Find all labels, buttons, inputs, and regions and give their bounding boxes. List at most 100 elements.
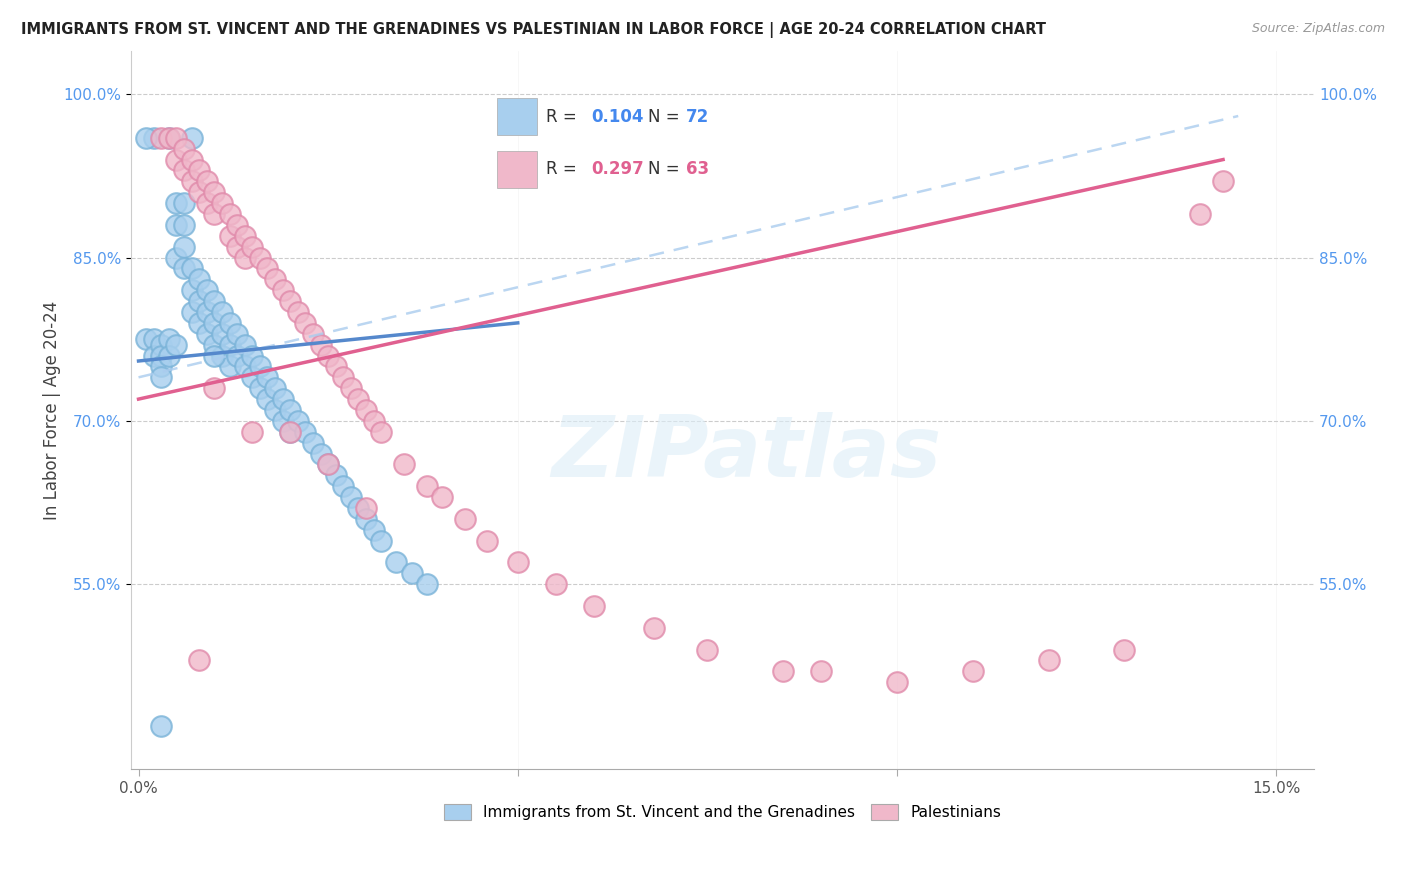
- Point: [416, 479, 439, 493]
- Legend: Immigrants from St. Vincent and the Grenadines, Palestinians: Immigrants from St. Vincent and the Gren…: [437, 798, 1008, 826]
- Point: [325, 359, 347, 374]
- Point: [226, 240, 249, 254]
- Point: [142, 349, 165, 363]
- Point: [218, 316, 240, 330]
- Point: [278, 425, 301, 439]
- Point: [195, 196, 218, 211]
- Point: [202, 381, 225, 395]
- Point: [202, 294, 225, 309]
- Text: Source: ZipAtlas.com: Source: ZipAtlas.com: [1251, 22, 1385, 36]
- Point: [643, 621, 665, 635]
- Point: [180, 261, 202, 276]
- Point: [188, 163, 211, 178]
- Point: [218, 207, 240, 221]
- Point: [150, 349, 173, 363]
- Point: [180, 305, 202, 319]
- Point: [180, 153, 202, 167]
- Point: [249, 381, 271, 395]
- Point: [271, 414, 294, 428]
- Point: [166, 196, 188, 211]
- Point: [240, 349, 263, 363]
- Point: [582, 599, 605, 613]
- Point: [385, 556, 408, 570]
- Point: [188, 294, 211, 309]
- Y-axis label: In Labor Force | Age 20-24: In Labor Force | Age 20-24: [44, 301, 60, 520]
- Point: [370, 425, 392, 439]
- Point: [264, 272, 287, 286]
- Point: [256, 370, 278, 384]
- Point: [157, 130, 180, 145]
- Point: [278, 403, 301, 417]
- Point: [211, 305, 233, 319]
- Point: [287, 305, 309, 319]
- Point: [1038, 653, 1060, 667]
- Point: [249, 251, 271, 265]
- Point: [354, 500, 377, 515]
- Point: [195, 283, 218, 297]
- Point: [696, 642, 718, 657]
- Point: [195, 174, 218, 188]
- Point: [142, 332, 165, 346]
- Point: [173, 240, 195, 254]
- Point: [316, 458, 339, 472]
- Point: [226, 218, 249, 232]
- Point: [218, 337, 240, 351]
- Point: [302, 435, 325, 450]
- Point: [150, 337, 173, 351]
- Point: [166, 251, 188, 265]
- Point: [233, 251, 256, 265]
- Text: IMMIGRANTS FROM ST. VINCENT AND THE GRENADINES VS PALESTINIAN IN LABOR FORCE | A: IMMIGRANTS FROM ST. VINCENT AND THE GREN…: [21, 22, 1046, 38]
- Point: [886, 675, 908, 690]
- Point: [166, 218, 188, 232]
- Point: [173, 261, 195, 276]
- Point: [135, 130, 157, 145]
- Point: [340, 490, 363, 504]
- Point: [135, 332, 157, 346]
- Point: [256, 261, 278, 276]
- Point: [150, 359, 173, 374]
- Point: [271, 392, 294, 406]
- Point: [150, 370, 173, 384]
- Point: [240, 370, 263, 384]
- Point: [506, 556, 529, 570]
- Point: [173, 142, 195, 156]
- Point: [1114, 642, 1136, 657]
- Point: [363, 523, 385, 537]
- Point: [188, 272, 211, 286]
- Point: [211, 196, 233, 211]
- Point: [256, 392, 278, 406]
- Point: [157, 130, 180, 145]
- Point: [188, 186, 211, 200]
- Point: [271, 283, 294, 297]
- Point: [218, 228, 240, 243]
- Point: [173, 196, 195, 211]
- Point: [173, 218, 195, 232]
- Point: [316, 349, 339, 363]
- Point: [202, 207, 225, 221]
- Point: [240, 425, 263, 439]
- Point: [347, 392, 370, 406]
- Point: [173, 163, 195, 178]
- Point: [332, 370, 354, 384]
- Point: [302, 326, 325, 341]
- Point: [278, 425, 301, 439]
- Point: [309, 446, 332, 460]
- Point: [354, 403, 377, 417]
- Point: [166, 153, 188, 167]
- Point: [150, 719, 173, 733]
- Point: [218, 359, 240, 374]
- Point: [166, 130, 188, 145]
- Point: [202, 337, 225, 351]
- Point: [772, 665, 794, 679]
- Point: [264, 381, 287, 395]
- Point: [347, 500, 370, 515]
- Point: [166, 337, 188, 351]
- Point: [180, 283, 202, 297]
- Point: [1212, 174, 1234, 188]
- Point: [430, 490, 453, 504]
- Point: [392, 458, 415, 472]
- Point: [157, 349, 180, 363]
- Point: [142, 130, 165, 145]
- Point: [309, 337, 332, 351]
- Point: [363, 414, 385, 428]
